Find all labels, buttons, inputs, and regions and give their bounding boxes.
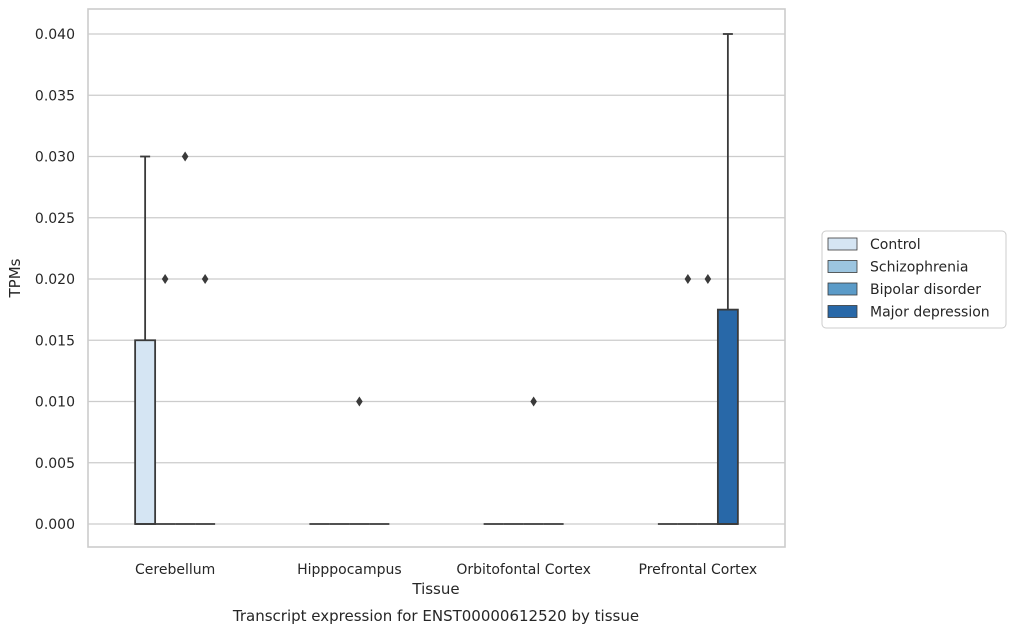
box-group xyxy=(697,274,718,525)
outlier-point xyxy=(684,274,692,284)
legend: Control Schizophrenia Bipolar disorder Majo… xyxy=(821,230,1007,329)
y-axis-label: TPMs xyxy=(6,258,24,298)
outlier-point xyxy=(181,151,189,162)
chart-caption: Transcript expression for ENST0000061252… xyxy=(232,607,639,625)
box-group xyxy=(349,396,370,525)
outlier-point xyxy=(201,274,209,284)
legend-label: Major depression xyxy=(870,305,990,321)
x-tick-label: Hipppocampus xyxy=(297,562,402,578)
y-tick-label: 0.020 xyxy=(35,272,75,288)
plot-frame xyxy=(87,8,786,548)
y-tick-label: 0.035 xyxy=(35,88,75,104)
x-axis-label: Tissue xyxy=(411,580,459,598)
box-group xyxy=(677,274,698,525)
x-tick-label: Cerebellum xyxy=(135,562,215,578)
legend-items: Control Schizophrenia Bipolar disorder Majo… xyxy=(827,237,990,321)
y-tick-label: 0.010 xyxy=(35,395,75,411)
x-tick-labels: Cerebellum Hipppocampus Orbitofontal Corte… xyxy=(135,562,757,578)
y-tick-label: 0.030 xyxy=(35,150,75,166)
y-tick-label: 0.000 xyxy=(35,517,75,533)
legend-swatch xyxy=(827,282,858,296)
y-tick-labels: 0.000 0.005 0.010 0.015 0.020 0.025 0.030 0.035… xyxy=(35,27,75,533)
legend-label: Schizophrenia xyxy=(870,260,968,276)
legend-label: Control xyxy=(870,237,921,253)
outlier-point xyxy=(704,274,712,284)
y-tick-label: 0.015 xyxy=(35,333,75,349)
box-group xyxy=(155,274,176,525)
box xyxy=(134,339,157,525)
grid-layer xyxy=(88,33,785,525)
y-tick-label: 0.025 xyxy=(35,211,75,227)
legend-frame xyxy=(821,230,1007,329)
x-tick-label: Prefrontal Cortex xyxy=(639,562,758,578)
legend-swatch xyxy=(827,305,858,318)
x-tick-label: Orbitofontal Cortex xyxy=(456,562,591,578)
boxes-layer xyxy=(134,33,739,525)
legend-label: Bipolar disorder xyxy=(870,282,981,298)
box-group xyxy=(175,151,196,525)
y-tick-label: 0.040 xyxy=(35,27,75,43)
legend-swatch xyxy=(827,260,858,273)
box-group xyxy=(716,33,739,525)
outlier-point xyxy=(356,396,363,407)
outlier-point xyxy=(530,396,537,407)
outlier-point xyxy=(161,274,169,284)
box-group xyxy=(134,155,157,525)
box xyxy=(716,308,739,525)
legend-swatch xyxy=(827,237,858,251)
y-tick-label: 0.005 xyxy=(35,456,75,472)
box-group xyxy=(523,396,544,525)
box-group xyxy=(195,274,216,525)
